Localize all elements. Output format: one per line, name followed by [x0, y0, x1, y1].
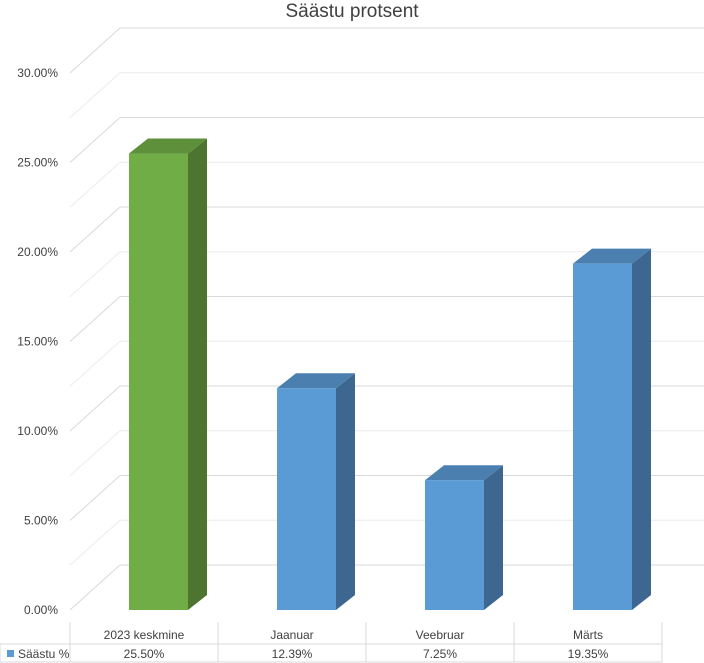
category-label: Jaanuar — [270, 628, 313, 642]
y-tick-label: 30.00% — [17, 66, 58, 80]
side-gridline — [69, 206, 121, 253]
side-gridline — [69, 296, 121, 342]
value-label: 12.39% — [272, 647, 313, 661]
side-gridline — [69, 340, 121, 387]
y-tick-label: 5.00% — [24, 514, 58, 528]
side-gridline — [69, 385, 121, 432]
bar-top — [573, 248, 651, 264]
bar-side — [632, 248, 651, 610]
bar-front — [129, 153, 188, 611]
side-gridline — [69, 117, 121, 163]
y-axis-ticks: 0.00% 5.00% 10.00% 15.00% 20.00% 25.00% 30.00% — [17, 66, 58, 617]
y-tick-label: 10.00% — [17, 424, 58, 438]
bar — [573, 248, 651, 610]
value-label: 19.35% — [568, 647, 609, 661]
category-label: Veebruar — [416, 628, 465, 642]
bar-top — [277, 373, 355, 389]
data-table: 2023 keskmine 25.50% Jaanuar 12.39% Veebruar… — [0, 622, 663, 663]
y-tick-label: 20.00% — [17, 245, 58, 259]
chart-title: Säästu protsent — [285, 1, 419, 22]
bar — [277, 373, 355, 610]
bar-top — [129, 138, 207, 154]
y-tick-label: 25.00% — [17, 156, 58, 170]
side-gridline — [69, 430, 121, 477]
bar-front — [573, 263, 632, 610]
value-label: 25.50% — [124, 647, 165, 661]
bar — [425, 465, 503, 610]
side-gridline — [69, 519, 121, 566]
side-gridline — [69, 475, 121, 521]
bar — [129, 138, 207, 611]
bars — [129, 138, 651, 611]
bar-front — [277, 388, 336, 610]
side-gridline — [69, 564, 121, 611]
value-label: 7.25% — [423, 647, 457, 661]
bar-front — [425, 480, 484, 610]
bar-side — [484, 465, 503, 610]
side-gridline — [69, 27, 121, 74]
y-tick-label: 0.00% — [24, 603, 58, 617]
y-tick-label: 15.00% — [17, 335, 58, 349]
legend-key — [7, 650, 14, 657]
series-name-label: Säästu % — [18, 647, 70, 661]
category-label: 2023 keskmine — [104, 628, 185, 642]
side-gridline — [69, 251, 121, 298]
bar-side — [336, 373, 355, 610]
bar-side — [188, 138, 207, 611]
bar-top — [425, 465, 503, 481]
side-gridline — [69, 161, 121, 208]
category-label: Märts — [573, 628, 603, 642]
side-gridline — [69, 72, 121, 119]
